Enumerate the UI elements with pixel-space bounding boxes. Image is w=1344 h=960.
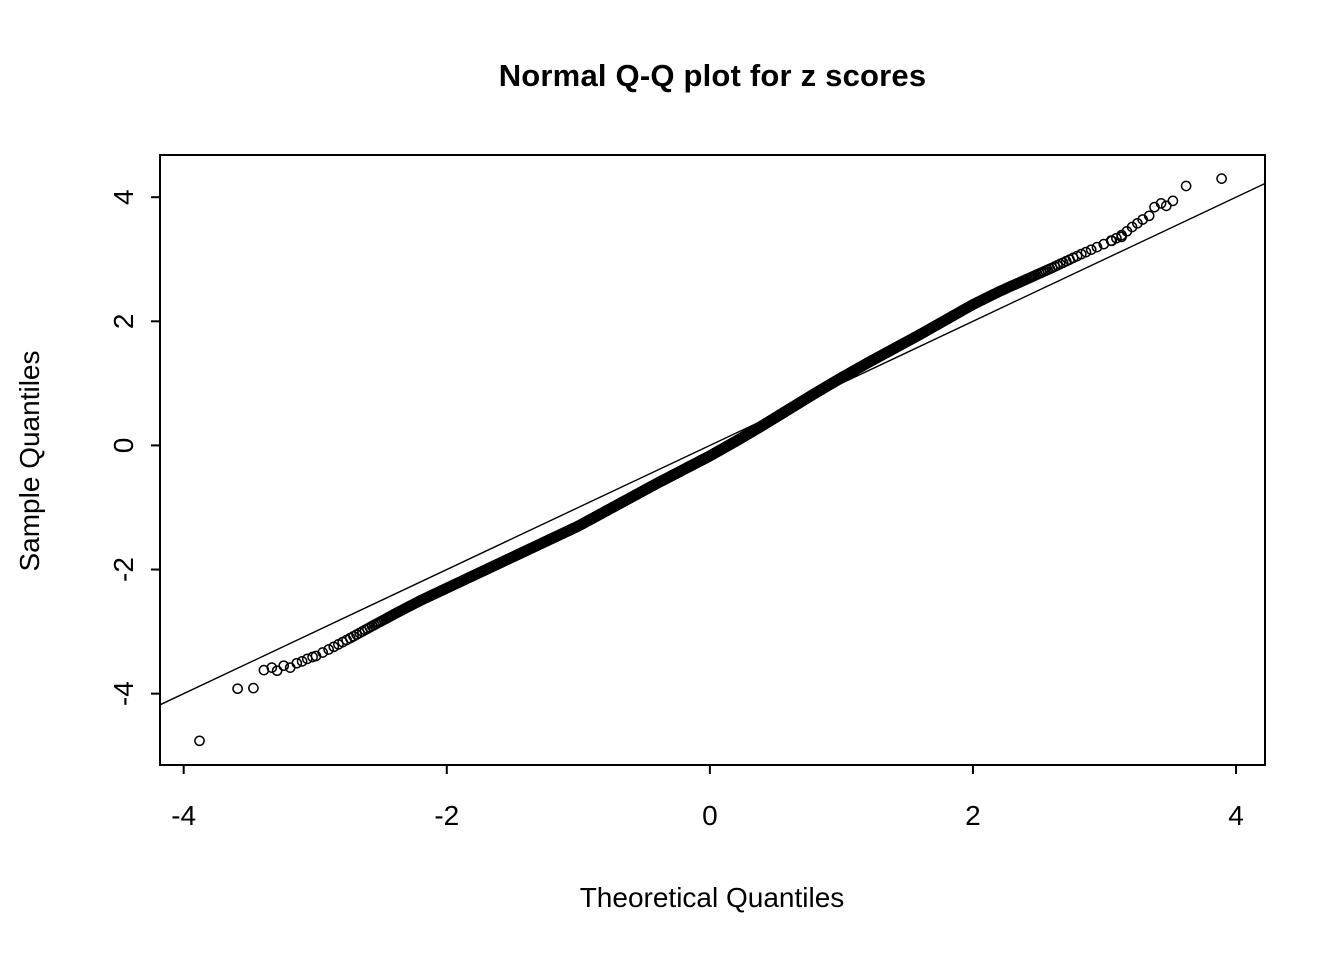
x-tick-label: 4 [1228,800,1244,831]
qq-point [1085,244,1097,256]
qq-point [1180,180,1192,192]
qq-point [1126,221,1138,233]
qq-point [1216,173,1227,184]
qq-point [248,682,259,694]
qq-point [278,660,290,672]
qq-point [307,651,318,663]
y-tick-label: -4 [108,681,139,706]
x-tick-label: 2 [965,800,981,831]
qq-point [1160,200,1172,212]
qq-point [291,657,303,669]
qq-point [1132,217,1143,229]
qq-point [1075,248,1087,260]
y-tick-label: 0 [108,438,139,454]
reference-line [159,182,1266,706]
x-tick-label: -2 [434,800,459,831]
qq-point [1143,210,1155,222]
qq-point [1080,246,1092,258]
qq-point [271,665,283,677]
qq-point [266,662,278,673]
qq-point [317,647,329,658]
qq-point [1091,241,1103,253]
qq-point [296,656,308,667]
qq-point [1155,198,1167,209]
qq-point [194,735,205,747]
plot-box [159,154,1266,766]
qq-point [232,683,243,695]
qq-point [323,644,334,655]
qq-point [1116,229,1127,241]
x-axis-label: Theoretical Quantiles [579,882,845,913]
y-tick-label: 2 [108,314,139,330]
y-tick-label: 4 [108,189,139,205]
x-tick-label: -4 [171,800,196,831]
qq-point [301,653,313,665]
qq-point [1111,232,1122,244]
x-tick-label: 0 [702,800,718,831]
qq-point [1105,235,1117,246]
y-tick-label: -2 [108,557,139,582]
chart-title: Normal Q-Q plot for z scores [498,58,927,93]
sample-points [194,173,1227,747]
qq-point [284,662,296,673]
y-axis-label: Sample Quantiles [14,350,45,572]
qq-point [1167,195,1179,207]
